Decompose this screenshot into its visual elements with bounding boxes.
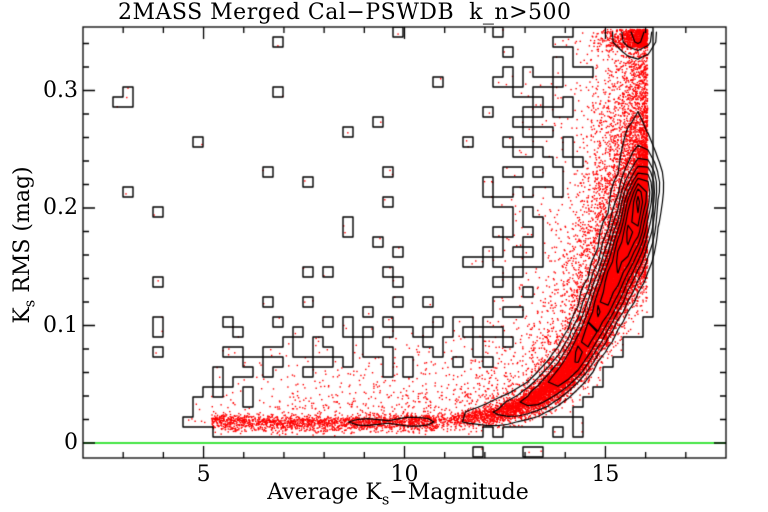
y-tick-label-0.1: 0.1: [43, 312, 78, 338]
y-tick-label-0.2: 0.2: [43, 195, 78, 220]
x-axis-label: Average Ks−Magnitude: [267, 480, 529, 509]
y-axis-label: Ks RMS (mag): [10, 166, 39, 324]
plot-title: 2MASS Merged Cal−PSWDB k_n>500: [118, 0, 572, 25]
x-tick-label-15: 15: [591, 462, 620, 487]
y-tick-label-0.3: 0.3: [43, 77, 78, 103]
x-tick-label-5: 5: [196, 462, 211, 487]
x-tick-label-10: 10: [390, 462, 419, 487]
y-tick-label-0: 0: [64, 430, 78, 455]
